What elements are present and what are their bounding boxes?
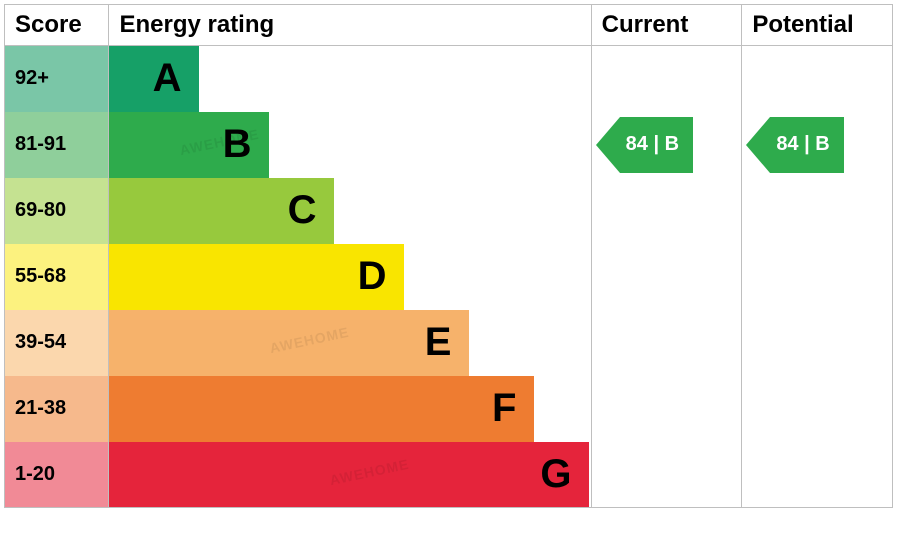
score-label: 81-91	[5, 112, 108, 178]
rating-bar-c: C	[109, 178, 334, 244]
header-potential: Potential	[742, 5, 893, 46]
band-row-g: 1-20GAWEHOME	[5, 442, 893, 508]
arrow-head-icon	[746, 117, 770, 173]
band-row-f: 21-38F	[5, 376, 893, 442]
arrow-label: 84 | B	[770, 117, 843, 173]
rating-bar-f: F	[109, 376, 534, 442]
header-score: Score	[5, 5, 109, 46]
score-label: 39-54	[5, 310, 108, 376]
band-row-a: 92+A	[5, 46, 893, 112]
header-row: Score Energy rating Current Potential	[5, 5, 893, 46]
arrow-head-icon	[596, 117, 620, 173]
epc-chart: Score Energy rating Current Potential 92…	[4, 4, 893, 508]
rating-bar-a: A	[109, 46, 199, 112]
score-label: 92+	[5, 46, 108, 112]
header-rating: Energy rating	[109, 5, 591, 46]
arrow-label: 84 | B	[620, 117, 693, 173]
score-label: 69-80	[5, 178, 108, 244]
band-row-b: 81-91BAWEHOME84 | B84 | B	[5, 112, 893, 178]
rating-bar-d: D	[109, 244, 404, 310]
band-row-e: 39-54EAWEHOME	[5, 310, 893, 376]
rating-bar-b: B	[109, 112, 269, 178]
current-pointer: 84 | B	[596, 117, 693, 173]
potential-pointer: 84 | B	[746, 117, 843, 173]
band-row-d: 55-68D	[5, 244, 893, 310]
score-label: 21-38	[5, 376, 108, 442]
rating-bar-g: G	[109, 442, 589, 508]
rating-bar-e: E	[109, 310, 469, 376]
header-current: Current	[591, 5, 742, 46]
band-row-c: 69-80C	[5, 178, 893, 244]
score-label: 55-68	[5, 244, 108, 310]
score-label: 1-20	[5, 442, 108, 508]
